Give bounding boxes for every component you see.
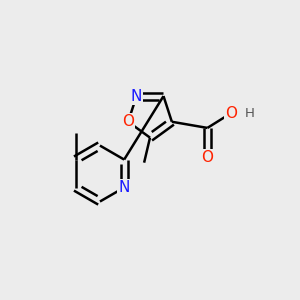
Text: H: H (245, 107, 255, 120)
Text: O: O (225, 106, 237, 121)
Text: N: N (131, 88, 142, 104)
Text: O: O (122, 114, 134, 129)
Text: N: N (118, 180, 130, 195)
Text: O: O (201, 150, 213, 165)
